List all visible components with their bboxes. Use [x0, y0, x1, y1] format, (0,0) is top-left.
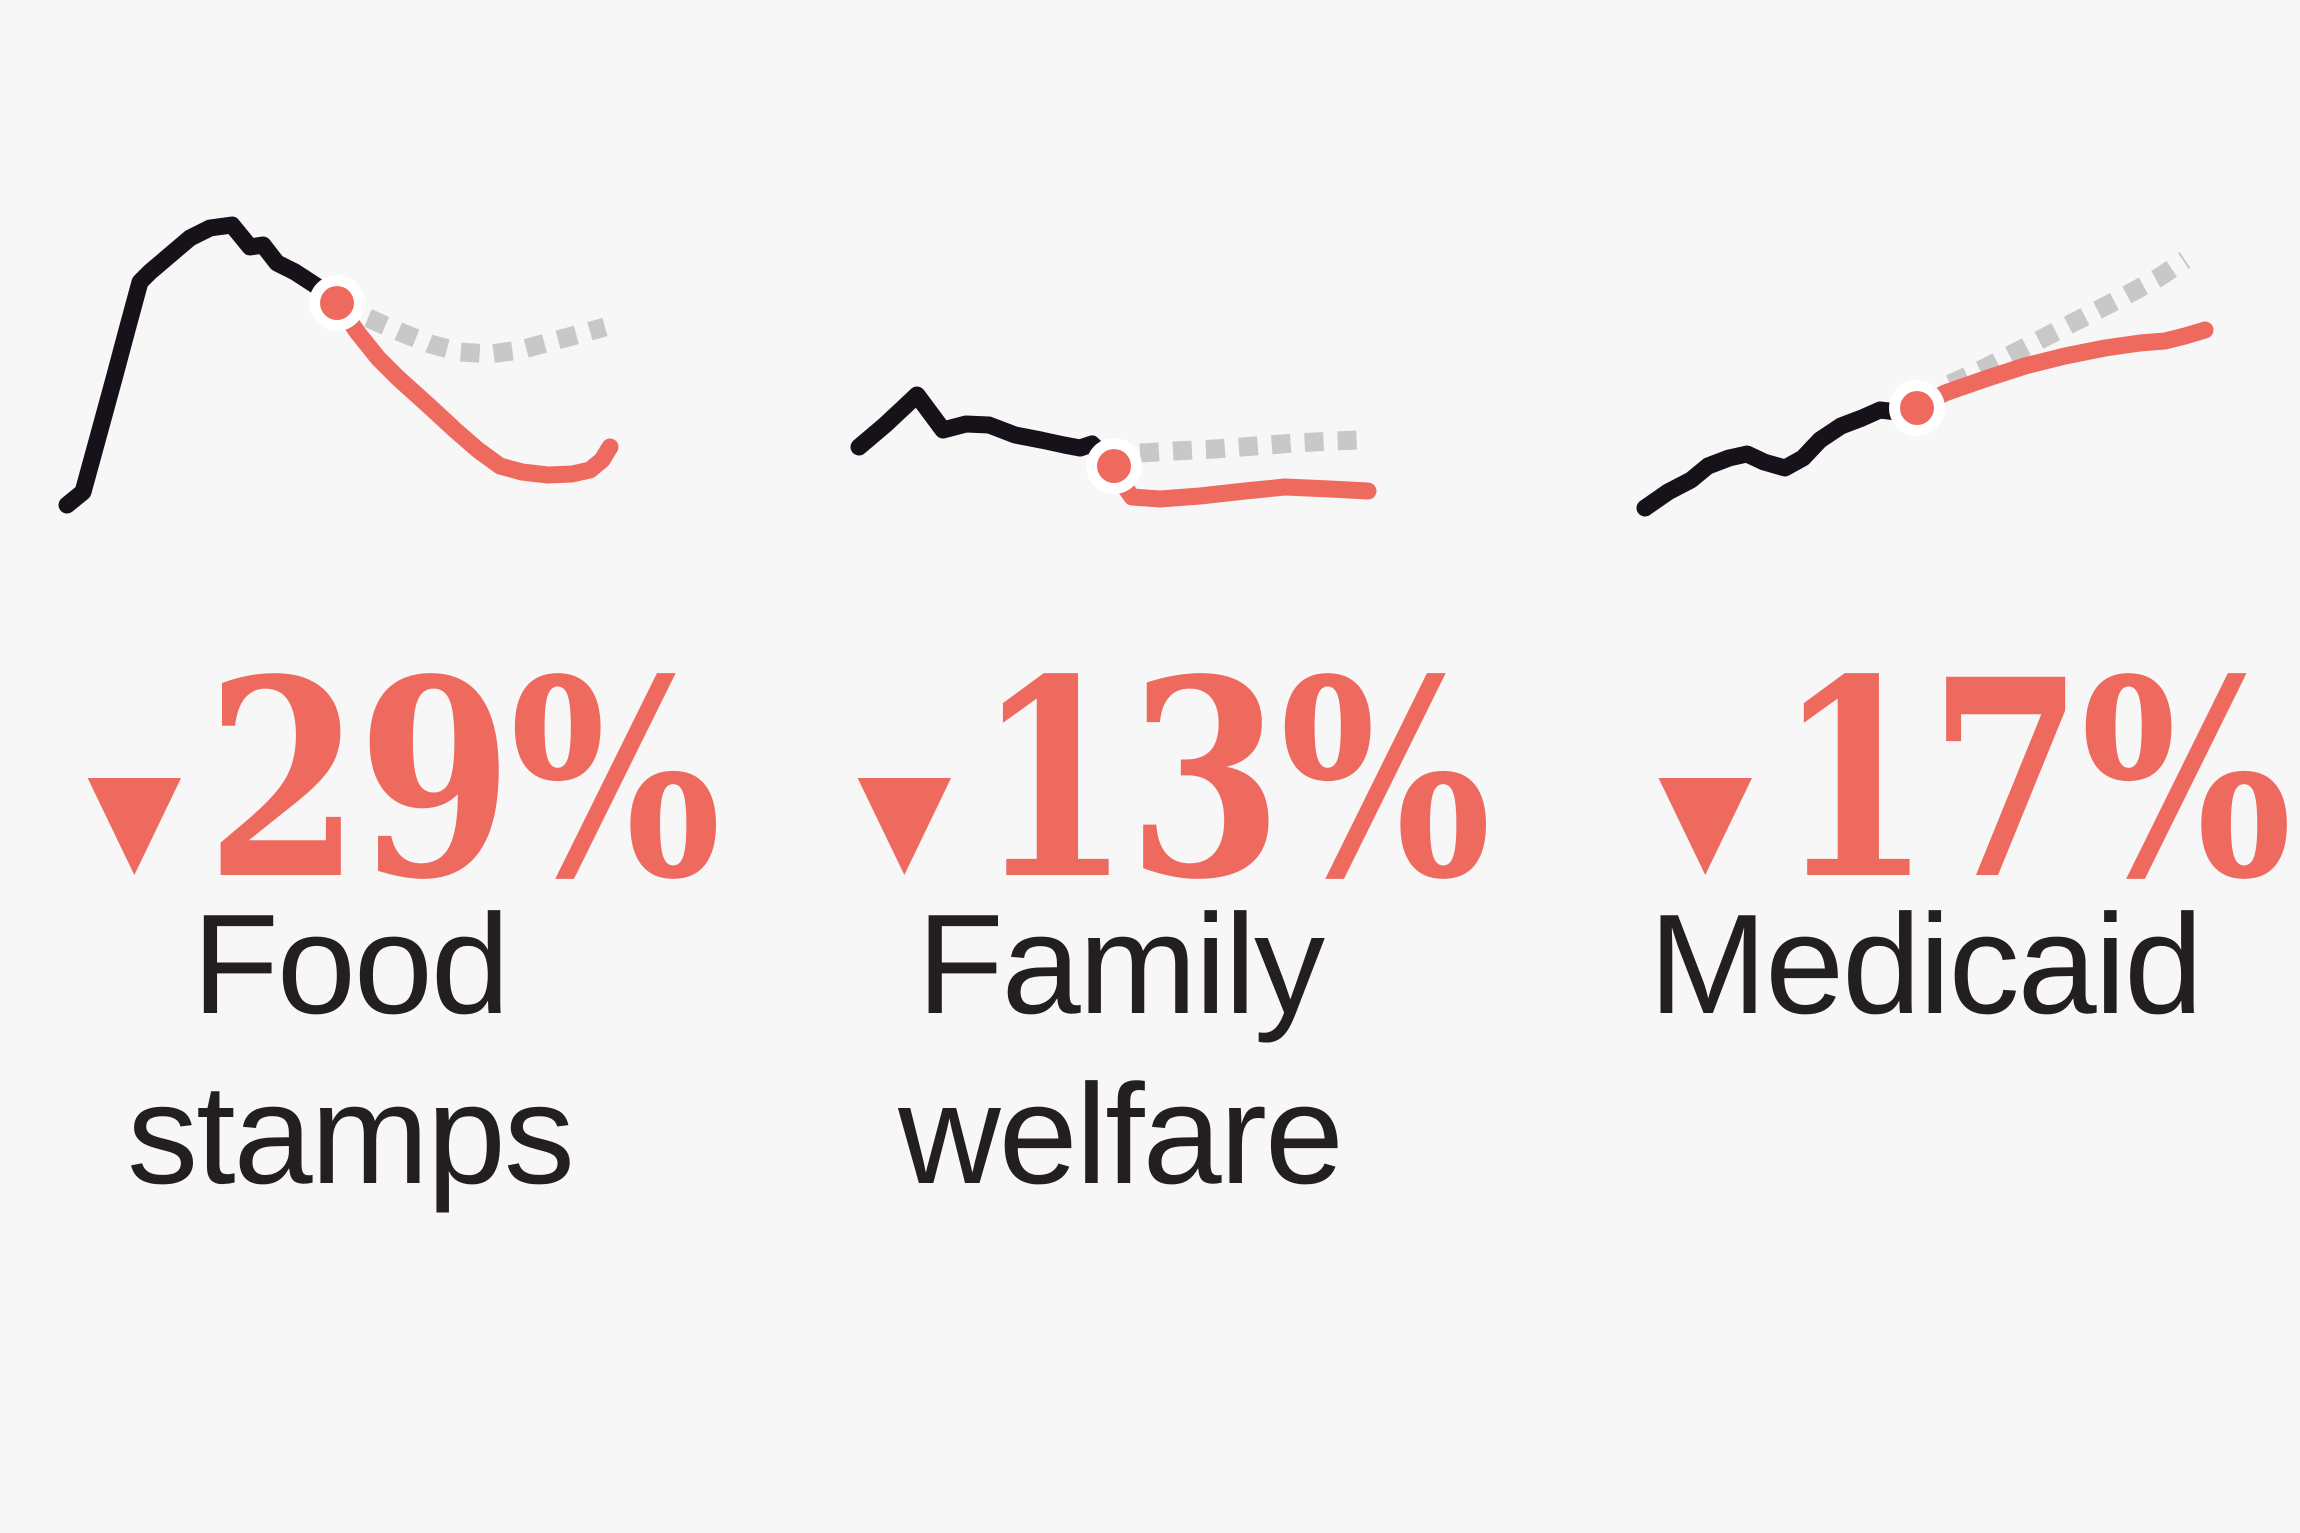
change-value: 17%: [1776, 621, 2293, 940]
change-value: 13%: [975, 621, 1492, 940]
change-value: 29%: [205, 621, 722, 940]
down-arrow-icon: [1658, 778, 1752, 875]
panel-family-welfare: 13% Family welfare: [800, 0, 1491, 1533]
panel-food-stamps: 29% Food stamps: [30, 0, 721, 1533]
program-label: Medicaid: [1648, 885, 2203, 1044]
marker-dot: [1097, 449, 1131, 483]
marker-dot: [320, 286, 354, 320]
food-stamps-sparkline: [58, 216, 619, 514]
marker-dot: [1900, 391, 1934, 425]
change-stat: 17%: [1658, 645, 2292, 917]
medicaid-sparkline: [1636, 252, 2214, 517]
program-label: Food stamps: [127, 885, 575, 1215]
family-welfare-sparkline: [850, 386, 1377, 508]
change-stat: 29%: [87, 645, 721, 917]
down-arrow-icon: [87, 778, 182, 875]
panel-medicaid: 17% Medicaid: [1600, 0, 2292, 1533]
program-label: Family welfare: [898, 885, 1344, 1215]
change-stat: 13%: [857, 645, 1491, 917]
down-arrow-icon: [857, 778, 952, 875]
